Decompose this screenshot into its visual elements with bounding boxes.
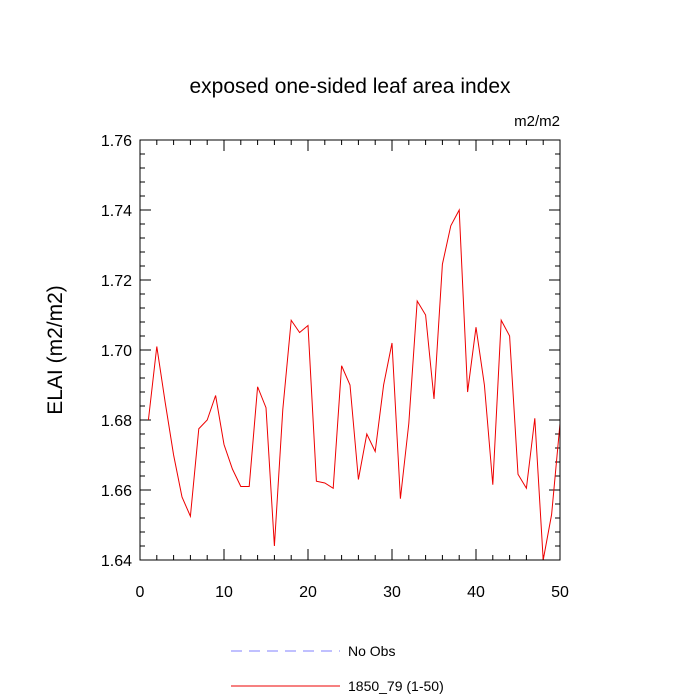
y-tick-label: 1.76 [101, 133, 132, 150]
x-tick-label: 0 [136, 584, 145, 601]
chart-title: exposed one-sided leaf area index [189, 75, 511, 98]
x-tick-label: 40 [467, 584, 485, 601]
axes: 0 10 20 30 40 50 1.64 1.66 1.68 1.70 1.72 1.74 1.76 [101, 133, 569, 601]
y-tick-label: 1.64 [101, 553, 132, 570]
x-tick-label: 50 [551, 584, 569, 601]
y-tick-label: 1.72 [101, 273, 132, 290]
y-tick-label: 1.70 [101, 343, 132, 360]
units-label: m2/m2 [514, 113, 560, 130]
y-axis-label: ELAI (m2/m2) [44, 285, 67, 415]
y-tick-label: 1.74 [101, 203, 132, 220]
legend-label: 1850_79 (1-50) [348, 678, 444, 694]
x-tick-label: 30 [383, 584, 401, 601]
legend-label: No Obs [348, 643, 395, 659]
y-tick-label: 1.66 [101, 483, 132, 500]
x-tick-label: 10 [215, 584, 233, 601]
plot-frame [139, 139, 561, 561]
legend: No Obs 1850_79 (1-50) [231, 643, 444, 694]
series-line [147, 208, 561, 561]
series-layer [147, 208, 561, 561]
x-tick-label: 20 [299, 584, 317, 601]
y-tick-label: 1.68 [101, 413, 132, 430]
